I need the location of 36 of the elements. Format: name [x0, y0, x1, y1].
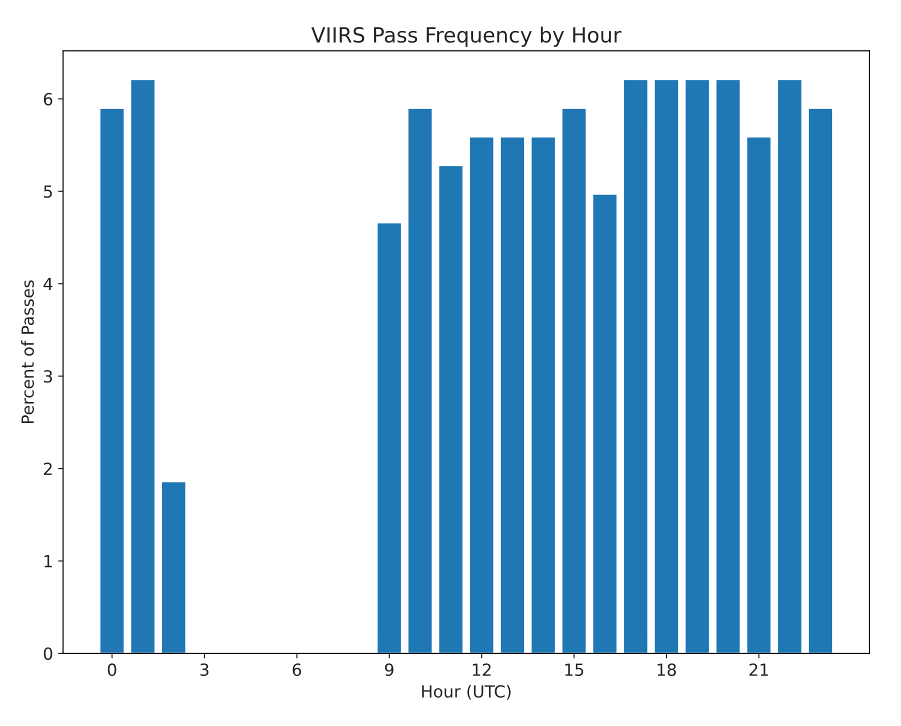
bar [130, 78, 156, 654]
y-tick-label: 0 [44, 647, 52, 660]
x-tick-label: 18 [658, 663, 676, 676]
x-tick-label: 21 [750, 663, 768, 676]
y-tick-label: 2 [44, 462, 52, 475]
x-tick-label: 3 [200, 663, 208, 676]
bar [499, 136, 526, 654]
x-axis-title: Hour (UTC) [422, 684, 511, 700]
bar [746, 136, 772, 654]
y-axis-title: Percent of Passes [21, 280, 34, 424]
bar [99, 107, 126, 654]
bar [715, 78, 742, 654]
y-tick-label: 3 [44, 370, 52, 383]
bar [468, 136, 495, 654]
x-tick-label: 15 [565, 664, 584, 676]
bar [561, 107, 588, 654]
bar [653, 78, 680, 654]
x-tick-label: 0 [108, 663, 116, 676]
x-tick-label: 6 [292, 663, 302, 676]
bar [622, 78, 649, 654]
y-tick-label: 5 [44, 185, 52, 198]
bar [592, 193, 618, 654]
bar [160, 480, 187, 654]
y-tick-label: 6 [44, 92, 52, 106]
x-tick-label: 9 [385, 663, 394, 676]
bar [407, 107, 434, 654]
bar [684, 78, 710, 654]
chart-title: VIIRS Pass Frequency by Hour [311, 26, 622, 47]
bar [776, 78, 803, 654]
x-tick-label: 12 [472, 663, 491, 676]
bar [530, 136, 556, 654]
y-tick-label: 4 [44, 278, 52, 290]
y-tick-label: 1 [44, 555, 52, 568]
bar [438, 164, 464, 654]
bar [807, 107, 834, 654]
bar [376, 222, 402, 654]
